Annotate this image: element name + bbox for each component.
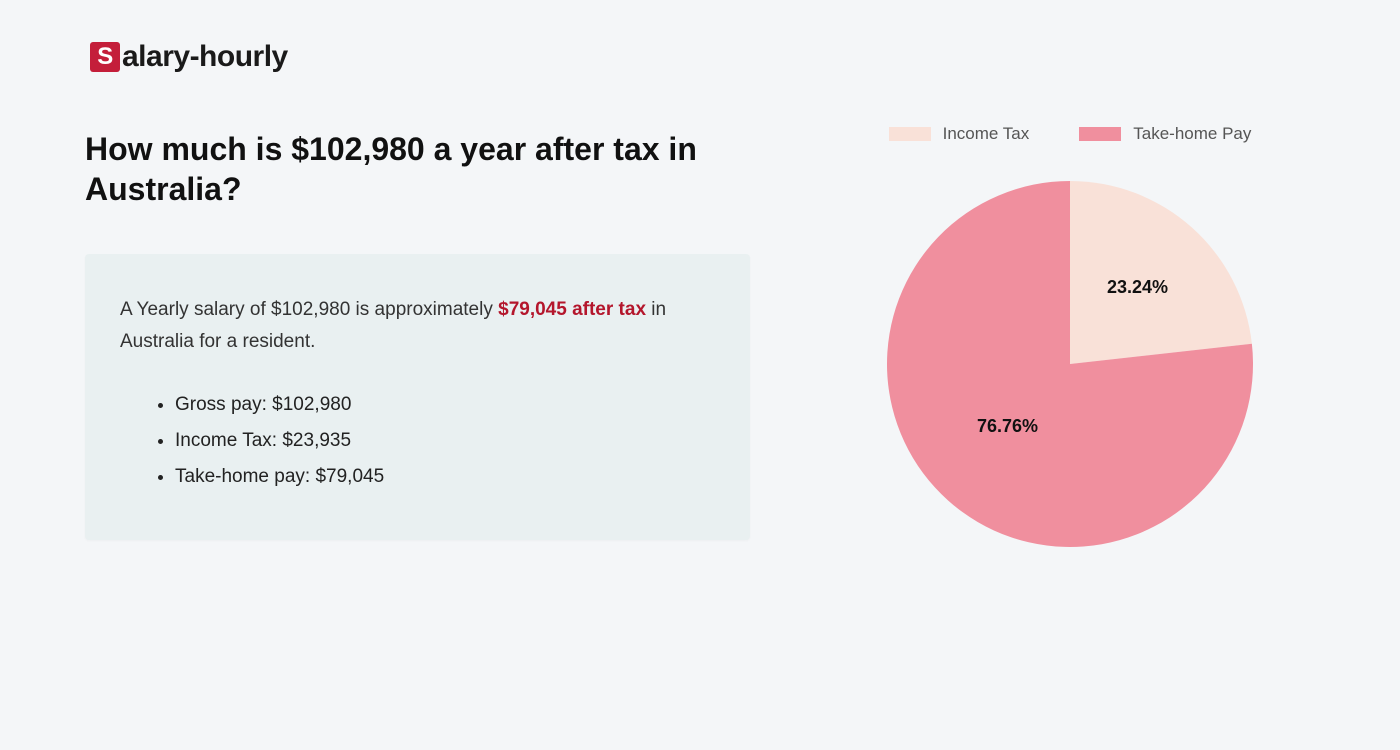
legend-label: Income Tax bbox=[943, 124, 1030, 144]
summary-sentence: A Yearly salary of $102,980 is approxima… bbox=[120, 294, 715, 359]
list-item: Income Tax: $23,935 bbox=[175, 423, 715, 459]
site-logo: Salary-hourly bbox=[90, 40, 1315, 74]
list-item: Gross pay: $102,980 bbox=[175, 387, 715, 423]
slice-label-income-tax: 23.24% bbox=[1107, 277, 1168, 298]
summary-list: Gross pay: $102,980 Income Tax: $23,935 … bbox=[120, 387, 715, 495]
pie-chart: 23.24% 76.76% bbox=[885, 164, 1255, 564]
summary-box: A Yearly salary of $102,980 is approxima… bbox=[85, 254, 750, 540]
legend-swatch-take-home bbox=[1079, 127, 1121, 141]
page-heading: How much is $102,980 a year after tax in… bbox=[85, 129, 750, 209]
legend-item: Income Tax bbox=[889, 124, 1030, 144]
slice-label-take-home: 76.76% bbox=[977, 416, 1038, 437]
pie-svg bbox=[885, 164, 1255, 564]
logo-initial-box: S bbox=[90, 42, 120, 72]
summary-highlight: $79,045 after tax bbox=[498, 299, 646, 320]
summary-prefix: A Yearly salary of $102,980 is approxima… bbox=[120, 299, 498, 320]
legend-swatch-income-tax bbox=[889, 127, 931, 141]
logo-text: alary-hourly bbox=[122, 40, 288, 74]
list-item: Take-home pay: $79,045 bbox=[175, 459, 715, 495]
legend-item: Take-home Pay bbox=[1079, 124, 1251, 144]
legend-label: Take-home Pay bbox=[1133, 124, 1251, 144]
chart-legend: Income Tax Take-home Pay bbox=[889, 124, 1252, 144]
